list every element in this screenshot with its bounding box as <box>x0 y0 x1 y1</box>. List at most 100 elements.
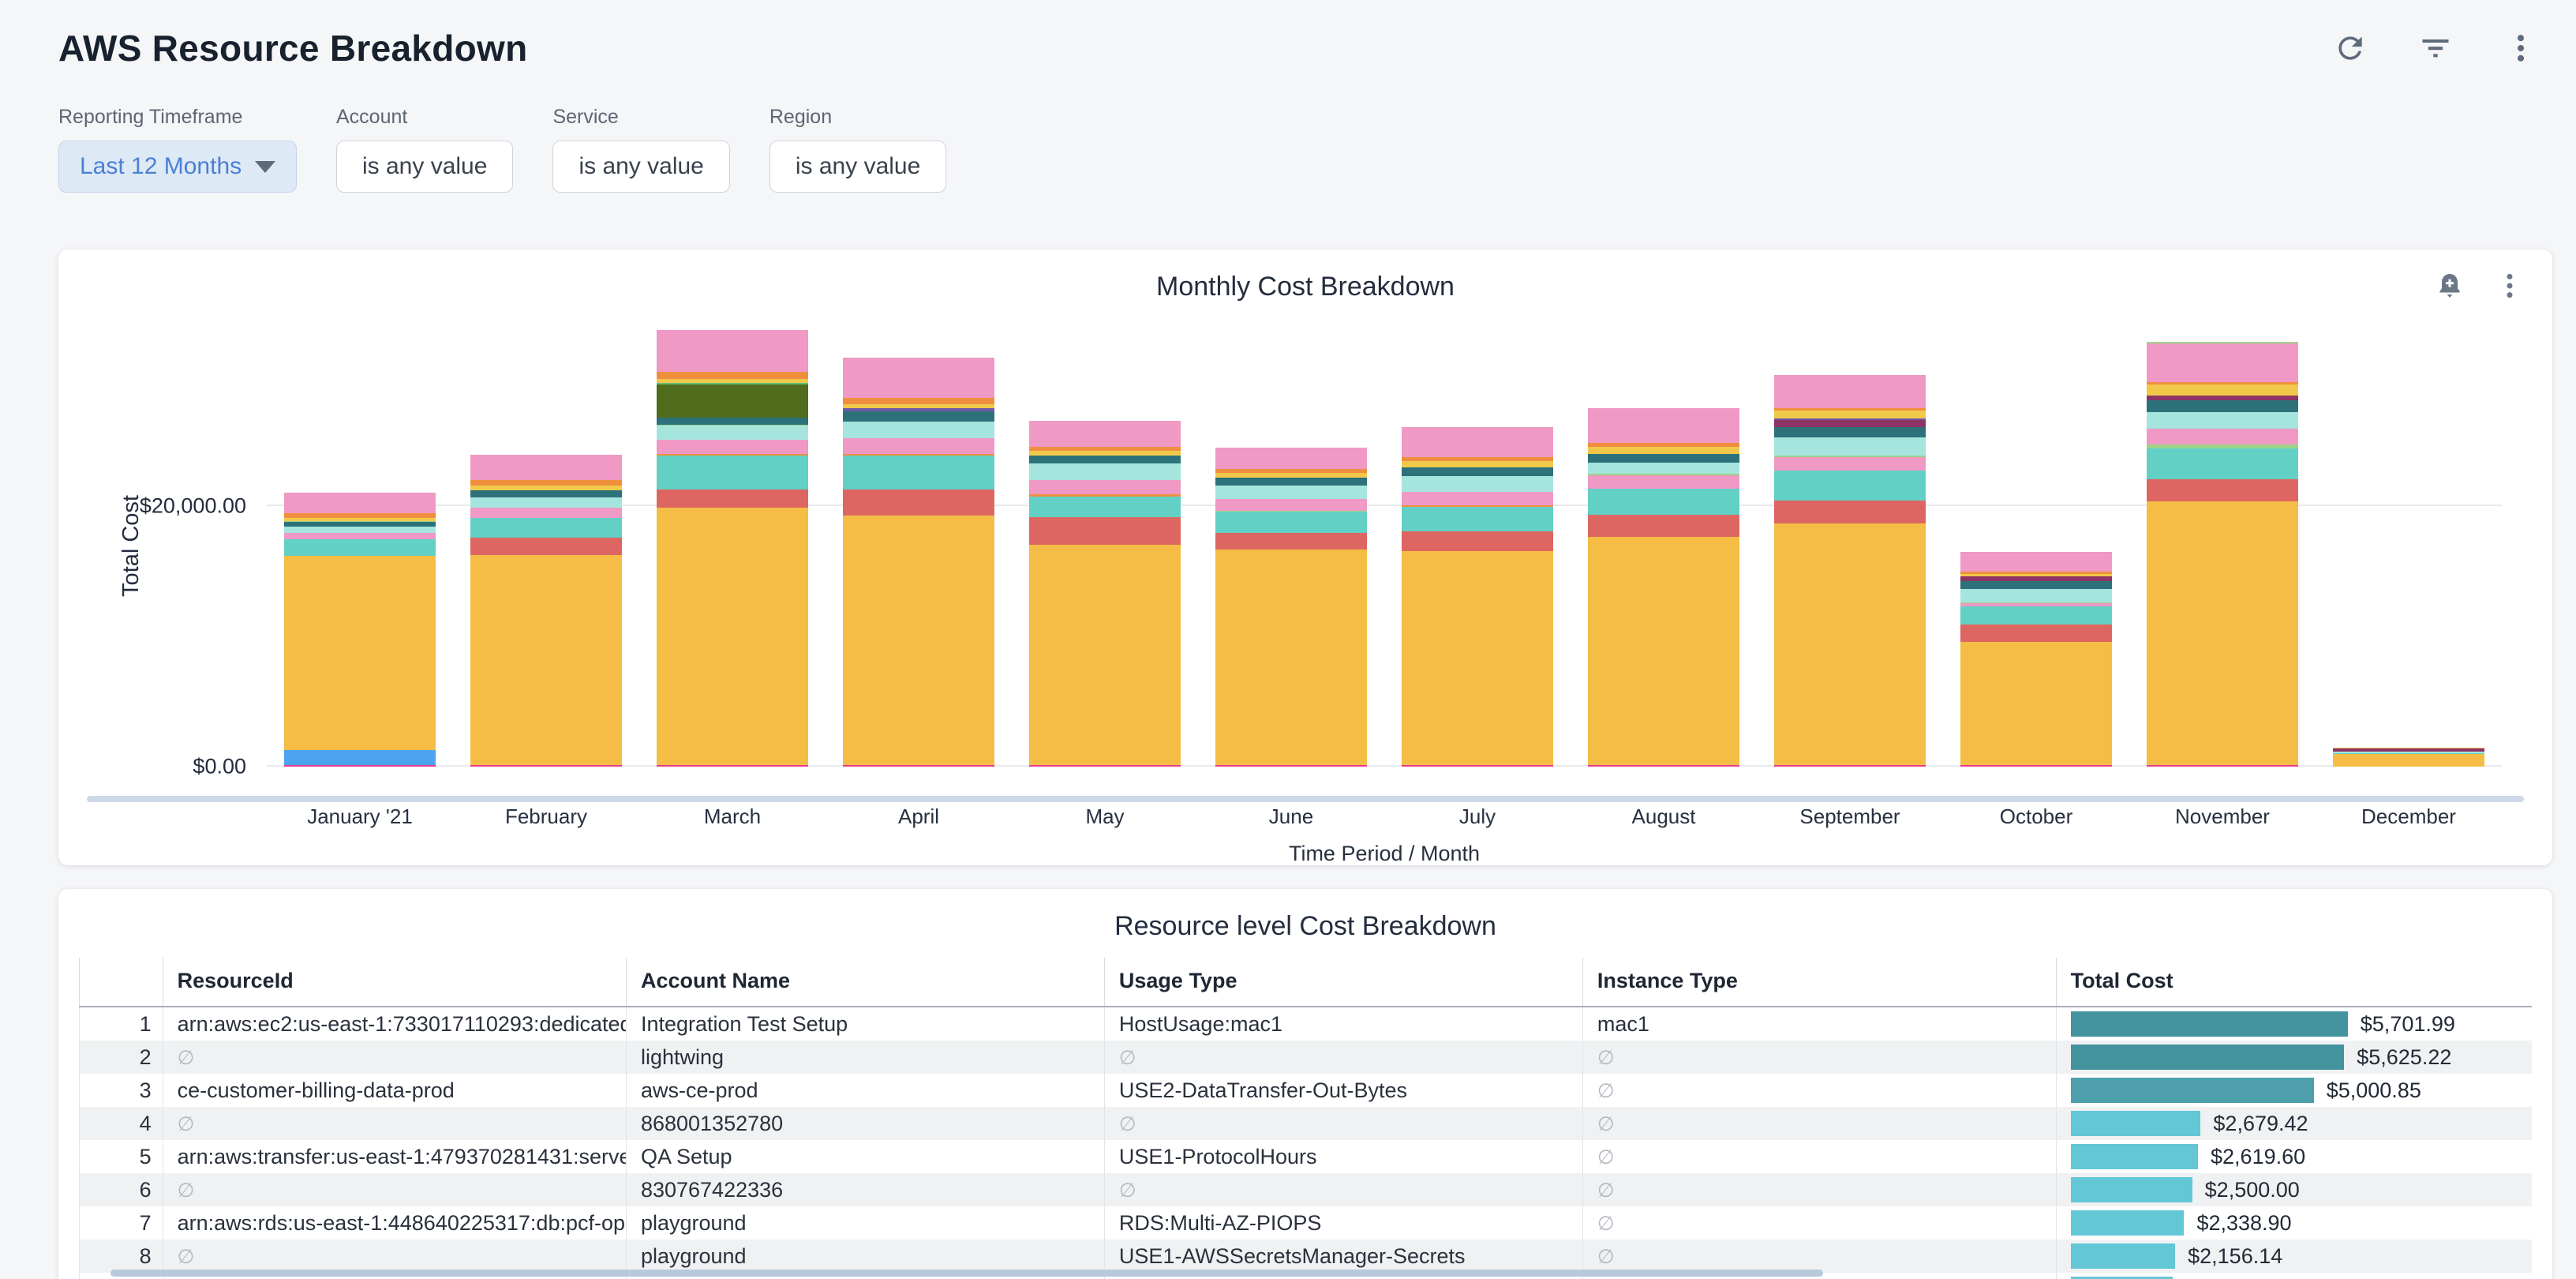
column-header[interactable]: Account Name <box>626 958 1104 1007</box>
filter-value-button[interactable]: is any value <box>336 141 513 193</box>
usage-type-cell[interactable]: RDS:Multi-AZ-PIOPS <box>1104 1206 1582 1240</box>
instance-type-cell[interactable]: ∅ <box>1582 1240 2056 1273</box>
usage-type-cell[interactable]: HostUsage:mac1 <box>1104 1007 1582 1041</box>
month-bar[interactable] <box>843 358 994 767</box>
account-name-cell[interactable]: 830767422336 <box>626 1173 1104 1206</box>
refresh-icon[interactable] <box>2333 31 2368 66</box>
page-horizontal-scrollbar[interactable] <box>110 1270 1823 1277</box>
month-bar[interactable] <box>470 455 621 767</box>
bar-segment-paleCyan <box>1960 589 2111 602</box>
account-name-cell[interactable]: playground <box>626 1206 1104 1240</box>
total-cost-cell[interactable]: $5,000.85 <box>2056 1074 2532 1107</box>
resource-id-cell[interactable]: arn:aws:rds:us-east-1:448640225317:db:pc… <box>163 1206 626 1240</box>
resource-id-cell[interactable]: ∅ <box>163 1240 626 1273</box>
table-row: 6∅830767422336∅∅$2,500.00 <box>80 1173 2533 1206</box>
usage-type-cell[interactable]: ∅ <box>1104 1173 1582 1206</box>
resource-id-cell[interactable]: arn:aws:ec2:us-east-1:733017110293:dedic… <box>163 1007 626 1041</box>
total-cost-cell[interactable]: $2,338.90 <box>2056 1206 2532 1240</box>
month-bar[interactable] <box>1774 375 1925 767</box>
instance-type-cell[interactable]: ∅ <box>1582 1107 2056 1140</box>
month-bar[interactable] <box>1588 408 1739 767</box>
table-card: Resource level Cost Breakdown ResourceId… <box>58 889 2552 1279</box>
bar-segment-darkTeal <box>470 490 621 497</box>
month-bar[interactable] <box>2333 748 2484 767</box>
chart-horizontal-scrollbar[interactable] <box>87 796 2524 802</box>
filter-value-button[interactable]: is any value <box>552 141 729 193</box>
instance-type-cell[interactable]: ∅ <box>1582 1173 2056 1206</box>
cost-bar-wrap: $5,000.85 <box>2071 1074 2518 1107</box>
filter-icon[interactable] <box>2418 31 2453 66</box>
account-name-cell[interactable]: lightwing <box>626 1041 1104 1074</box>
cost-value: $2,338.90 <box>2196 1211 2291 1236</box>
bar-segment-magenta <box>1402 765 1552 767</box>
month-bar[interactable] <box>1029 421 1180 767</box>
bar-segment-pink <box>1215 499 1366 511</box>
total-cost-cell[interactable]: $2,156.14 <box>2056 1240 2532 1273</box>
bar-segment-amber <box>284 556 435 750</box>
bar-segment-darkTeal <box>657 418 807 424</box>
bar-segment-amber <box>1029 545 1180 765</box>
bar-segment-pink <box>1588 408 1739 443</box>
usage-type-cell[interactable]: USE1-ProtocolHours <box>1104 1140 1582 1173</box>
null-value: ∅ <box>1119 1113 1136 1135</box>
total-cost-cell[interactable]: $5,701.99 <box>2056 1007 2532 1041</box>
filter-label: Region <box>769 106 946 129</box>
column-header[interactable]: Usage Type <box>1104 958 1582 1007</box>
account-name-cell[interactable]: Integration Test Setup <box>626 1007 1104 1041</box>
month-bar[interactable] <box>2147 342 2297 767</box>
cost-value: $2,679.42 <box>2213 1112 2308 1136</box>
bar-segment-coral <box>1774 501 1925 524</box>
cost-value: $2,156.14 <box>2188 1244 2282 1269</box>
instance-type-cell[interactable]: mac1 <box>1582 1007 2056 1041</box>
resource-id-cell[interactable]: ce-customer-billing-data-prod <box>163 1074 626 1107</box>
month-bar[interactable] <box>284 493 435 767</box>
total-cost-cell[interactable]: $5,625.22 <box>2056 1041 2532 1074</box>
kebab-menu-icon[interactable] <box>2503 31 2538 66</box>
month-bar[interactable] <box>1960 552 2111 767</box>
instance-type-cell[interactable]: ∅ <box>1582 1041 2056 1074</box>
usage-type-cell[interactable]: USE2-DataTransfer-Out-Bytes <box>1104 1074 1582 1107</box>
bar-segment-darkTeal <box>1029 456 1180 463</box>
chart-title: Monthly Cost Breakdown <box>58 249 2552 302</box>
month-bar[interactable] <box>657 330 807 767</box>
account-name-cell[interactable]: playground <box>626 1240 1104 1273</box>
account-name-cell[interactable]: aws-ce-prod <box>626 1074 1104 1107</box>
resource-id-cell[interactable]: ∅ <box>163 1173 626 1206</box>
month-bar[interactable] <box>1402 427 1552 767</box>
resource-id-cell[interactable]: ∅ <box>163 1041 626 1074</box>
null-value: ∅ <box>178 1246 195 1268</box>
bar-segment-teal <box>843 456 994 489</box>
usage-type-cell[interactable]: ∅ <box>1104 1107 1582 1140</box>
total-cost-cell[interactable] <box>2056 1273 2532 1279</box>
column-header[interactable]: Instance Type <box>1582 958 2056 1007</box>
total-cost-cell[interactable]: $2,500.00 <box>2056 1173 2532 1206</box>
resource-id-cell[interactable]: ∅ <box>163 1107 626 1140</box>
bar-segment-pink <box>1029 421 1180 447</box>
chart-kebab-menu-icon[interactable] <box>2494 270 2525 302</box>
total-cost-cell[interactable]: $2,619.60 <box>2056 1140 2532 1173</box>
instance-type-cell[interactable]: ∅ <box>1582 1206 2056 1240</box>
instance-type-cell[interactable]: ∅ <box>1582 1074 2056 1107</box>
total-cost-cell[interactable]: $2,679.42 <box>2056 1107 2532 1140</box>
alert-bell-add-icon[interactable] <box>2434 270 2466 302</box>
account-name-cell[interactable]: 868001352780 <box>626 1107 1104 1140</box>
table-header-row: ResourceIdAccount NameUsage TypeInstance… <box>80 958 2533 1007</box>
instance-type-cell[interactable]: ∅ <box>1582 1140 2056 1173</box>
bar-segment-coral <box>843 489 994 516</box>
usage-type-cell[interactable]: USE1-AWSSecretsManager-Secrets <box>1104 1240 1582 1273</box>
resource-id-cell[interactable]: arn:aws:transfer:us-east-1:479370281431:… <box>163 1140 626 1173</box>
bar-segment-pink <box>657 440 807 454</box>
column-header[interactable]: ResourceId <box>163 958 626 1007</box>
timeframe-dropdown[interactable]: Last 12 Months <box>58 141 297 193</box>
bar-segment-amber <box>470 555 621 765</box>
y-tick-20000: $20,000.00 <box>140 494 246 519</box>
row-number-header <box>80 958 163 1007</box>
bar-segment-yellow <box>1402 461 1552 467</box>
usage-type-cell[interactable]: ∅ <box>1104 1041 1582 1074</box>
account-name-cell[interactable]: QA Setup <box>626 1140 1104 1173</box>
filter-value-button[interactable]: is any value <box>769 141 946 193</box>
month-bar[interactable] <box>1215 448 1366 767</box>
column-header[interactable]: Total Cost <box>2056 958 2532 1007</box>
cost-bar-wrap: $2,156.14 <box>2071 1240 2518 1273</box>
bar-slot <box>2316 309 2502 767</box>
